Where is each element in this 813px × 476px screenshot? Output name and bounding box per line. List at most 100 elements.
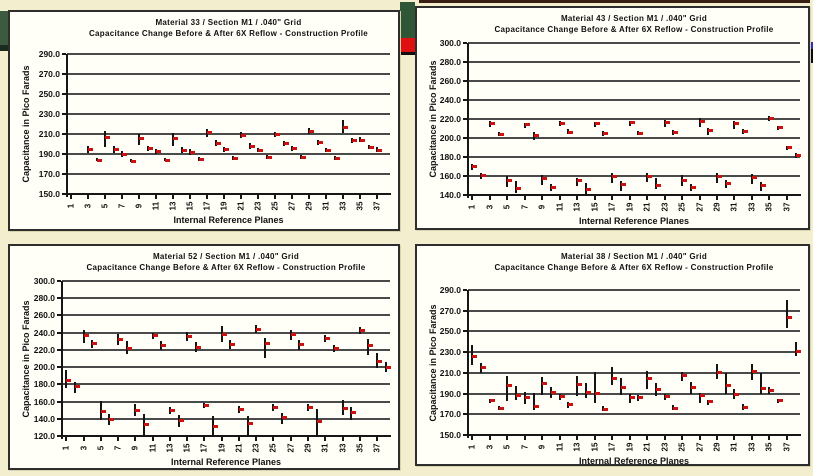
- x-axis-tick: [576, 434, 579, 440]
- x-axis-tick: [308, 193, 311, 199]
- x-axis-tick: [359, 193, 362, 199]
- photo-fragment-gutter: [400, 2, 415, 55]
- x-axis-tick: [698, 194, 701, 200]
- data-point-bar: [654, 177, 657, 190]
- x-tick-label: 11: [555, 202, 565, 212]
- gridline: [67, 173, 390, 175]
- x-axis-tick: [206, 193, 209, 199]
- data-point-marker: [734, 122, 740, 126]
- y-axis-tick: [57, 366, 61, 369]
- data-point-marker: [266, 155, 272, 159]
- x-axis-line: [467, 434, 801, 436]
- data-point-marker: [498, 406, 504, 410]
- x-axis-tick: [471, 434, 474, 440]
- data-point-marker: [130, 159, 136, 163]
- x-axis-line: [61, 435, 391, 437]
- x-tick-label: 9: [537, 444, 547, 450]
- x-tick-label: 21: [642, 442, 652, 452]
- y-axis-tick: [57, 435, 61, 437]
- x-axis-tick: [750, 434, 753, 440]
- data-point-marker: [118, 338, 124, 342]
- y-tick-label: 160.0: [439, 171, 461, 181]
- x-axis-tick: [289, 435, 292, 441]
- data-point-bar: [611, 366, 614, 386]
- x-axis-tick: [342, 193, 345, 199]
- y-axis-line: [66, 54, 68, 197]
- data-point-marker: [594, 392, 600, 396]
- y-tick-label: 280.0: [33, 293, 55, 304]
- data-point-marker: [585, 187, 591, 191]
- data-point-marker: [507, 179, 513, 183]
- x-tick-label: 23: [660, 442, 670, 452]
- data-point-bar: [138, 134, 141, 145]
- data-point-marker: [516, 394, 522, 398]
- data-point-marker: [551, 185, 556, 189]
- data-point-marker: [232, 156, 238, 160]
- gridline: [67, 53, 390, 55]
- data-point-marker: [717, 174, 722, 178]
- x-tick-label: 21: [234, 443, 244, 453]
- data-point-marker: [751, 370, 757, 374]
- x-tick-label: 19: [625, 202, 635, 212]
- data-point-marker: [533, 404, 539, 408]
- x-axis-tick: [646, 434, 649, 440]
- data-point-marker: [283, 141, 289, 145]
- data-point-marker: [559, 122, 565, 126]
- chart-panel-material-52: Material 52 / Section M1 / .040" Grid Ca…: [8, 244, 400, 470]
- y-tick-label: 170.0: [38, 169, 60, 179]
- gridline: [62, 400, 390, 403]
- data-point-marker: [708, 128, 714, 132]
- gridline: [62, 417, 390, 420]
- data-point-marker: [725, 182, 731, 186]
- data-point-marker: [647, 175, 653, 179]
- data-point-marker: [699, 120, 705, 124]
- y-axis-tick: [57, 280, 61, 282]
- data-point-marker: [360, 138, 366, 142]
- x-tick-label: 15: [590, 442, 600, 452]
- x-axis-line: [467, 194, 801, 196]
- x-axis-tick: [240, 193, 243, 199]
- data-point-bar: [724, 372, 727, 394]
- data-point-marker: [300, 155, 306, 159]
- y-tick-label: 290.0: [38, 49, 60, 59]
- x-tick-label: 5: [96, 445, 106, 451]
- data-point-bar: [593, 371, 596, 403]
- y-tick-label: 240.0: [33, 327, 55, 338]
- x-tick-label: 1: [467, 444, 477, 450]
- gridline: [468, 413, 800, 416]
- x-axis-tick: [155, 193, 158, 199]
- x-axis-tick: [376, 435, 379, 441]
- x-tick-label: 27: [695, 442, 705, 452]
- data-point-marker: [489, 399, 495, 403]
- x-tick-label: 37: [372, 443, 382, 453]
- x-tick-label: 25: [268, 443, 278, 453]
- x-axis-tick: [716, 434, 718, 440]
- gridline: [67, 93, 390, 95]
- x-tick-label: 17: [199, 443, 209, 453]
- x-axis-tick: [768, 434, 771, 440]
- data-point-marker: [769, 388, 775, 392]
- gridline: [62, 331, 390, 334]
- data-point-marker: [498, 132, 504, 136]
- x-tick-label: 3: [485, 204, 495, 210]
- x-tick-label: 33: [747, 202, 757, 212]
- y-tick-label: 200.0: [33, 362, 55, 373]
- x-axis-tick: [698, 434, 701, 440]
- y-tick-label: 120.0: [33, 431, 55, 441]
- x-tick-label: 3: [83, 203, 93, 209]
- data-point-bar: [471, 344, 474, 365]
- x-tick-label: 15: [182, 443, 192, 453]
- data-point-marker: [238, 407, 244, 411]
- y-tick-label: 150.0: [38, 189, 60, 199]
- data-point-bar: [646, 370, 649, 390]
- x-axis-tick: [358, 435, 361, 441]
- y-axis-tick: [62, 173, 66, 175]
- data-point-marker: [385, 365, 391, 369]
- data-point-marker: [568, 403, 574, 407]
- data-point-marker: [524, 123, 530, 127]
- y-tick-label: 140.0: [439, 190, 461, 200]
- x-tick-label: 35: [355, 443, 365, 453]
- x-axis-tick: [121, 193, 124, 199]
- data-point-marker: [190, 150, 196, 154]
- x-tick-label: 29: [303, 443, 313, 453]
